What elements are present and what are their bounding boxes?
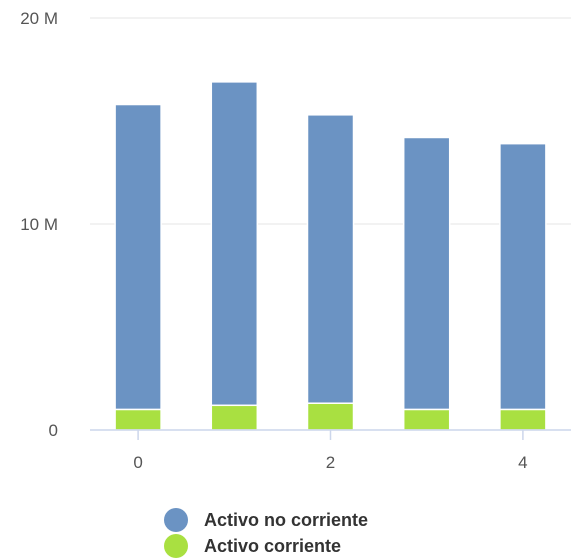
bars xyxy=(114,81,547,431)
x-tick-label: 4 xyxy=(518,453,527,472)
bar-activo-corriente[interactable] xyxy=(306,402,355,431)
y-axis-labels: 0 10 M 20 M xyxy=(20,9,58,440)
bar-activo-no-corriente[interactable] xyxy=(499,142,547,411)
y-tick-label: 0 xyxy=(49,421,58,440)
legend-item-activo-no-corriente[interactable]: Activo no corriente xyxy=(164,507,368,533)
bar-activo-corriente[interactable] xyxy=(114,408,162,431)
legend: Activo no corriente Activo corriente xyxy=(164,507,368,559)
x-axis xyxy=(90,429,571,440)
x-tick-label: 2 xyxy=(326,453,335,472)
x-tick-label: 0 xyxy=(133,453,142,472)
bar-activo-no-corriente[interactable] xyxy=(114,103,162,411)
bar-activo-no-corriente[interactable] xyxy=(402,136,451,411)
legend-marker-activo-no-corriente xyxy=(164,508,188,532)
legend-label-activo-no-corriente: Activo no corriente xyxy=(204,509,369,530)
legend-marker-activo-corriente xyxy=(164,534,188,558)
legend-label-activo-corriente: Activo corriente xyxy=(204,535,342,556)
legend-item-activo-corriente[interactable]: Activo corriente xyxy=(164,533,368,559)
bar-activo-no-corriente[interactable] xyxy=(306,114,355,404)
x-axis-labels: 0 2 4 xyxy=(133,453,527,472)
bar-activo-corriente[interactable] xyxy=(210,404,259,431)
bar-activo-no-corriente[interactable] xyxy=(210,81,259,407)
bar-activo-corriente[interactable] xyxy=(499,408,547,431)
y-tick-label: 20 M xyxy=(20,9,58,28)
y-tick-label: 10 M xyxy=(20,215,58,234)
bar-activo-corriente[interactable] xyxy=(402,408,451,431)
